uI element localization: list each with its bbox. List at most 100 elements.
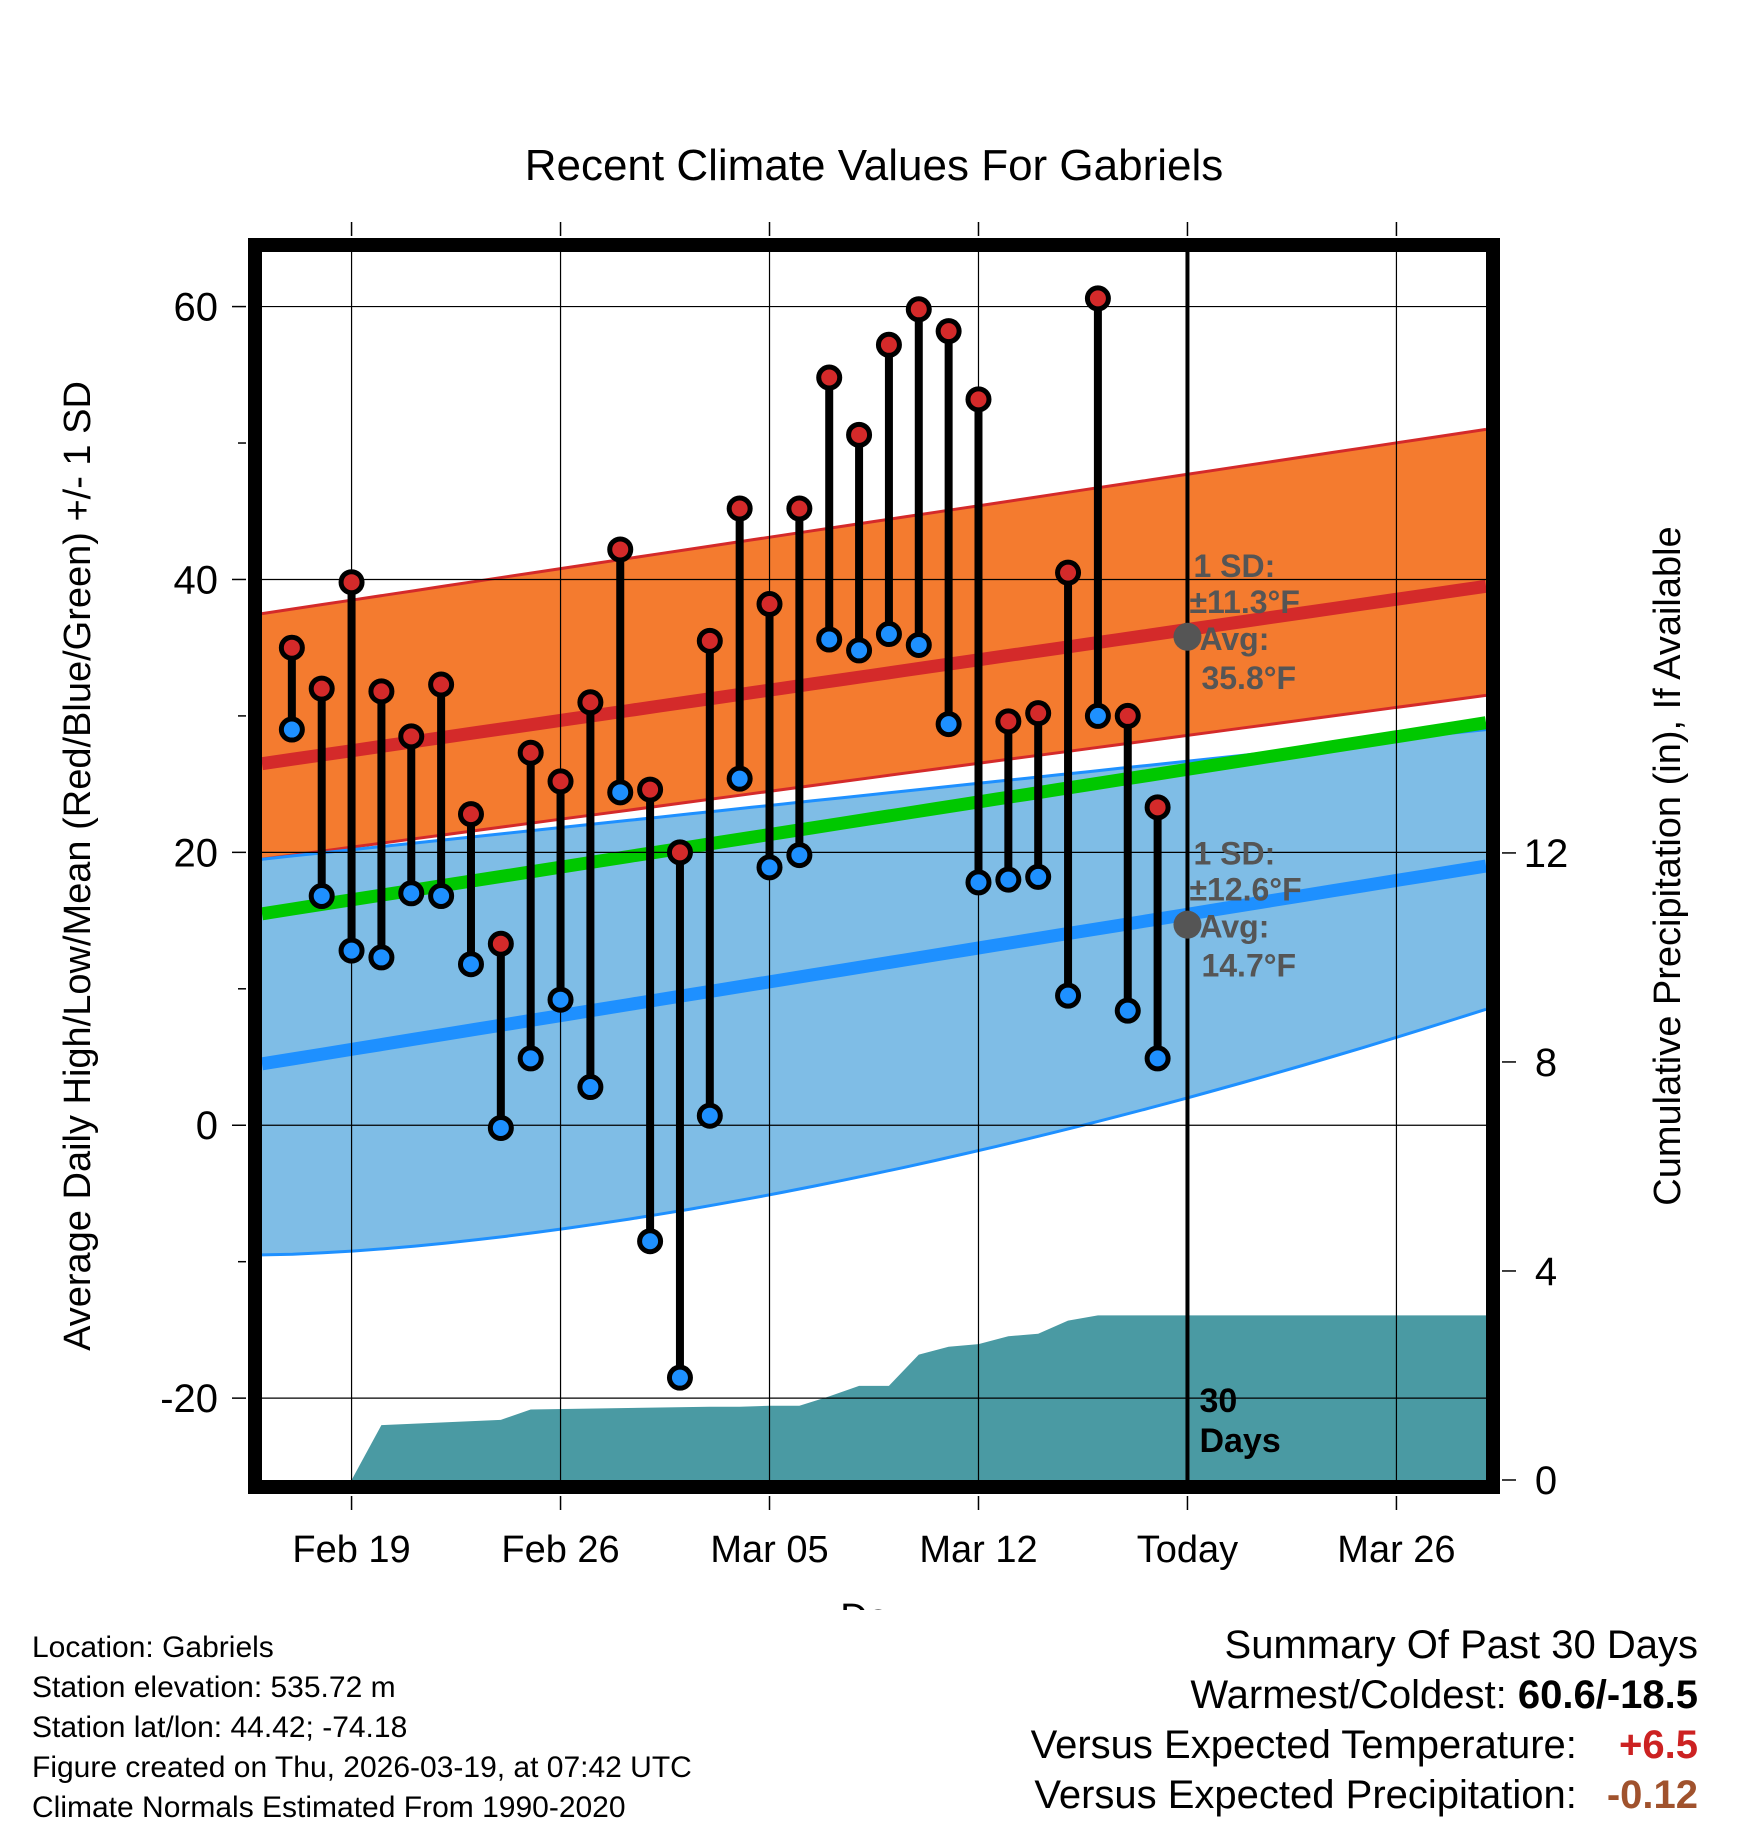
high-point-3 xyxy=(338,569,365,596)
low-point-1 xyxy=(278,716,305,743)
high-point-6 xyxy=(428,671,455,698)
y-tick-label-2: 20 xyxy=(174,831,219,875)
low-sd-lower-line xyxy=(262,1007,1486,1257)
low-point-13 xyxy=(637,1228,664,1255)
daily-range-bars xyxy=(278,285,1171,1391)
high-point-7 xyxy=(457,801,484,828)
y2-tick-label-2: 8 xyxy=(1535,1041,1557,1085)
x-tick-label-0: Feb 19 xyxy=(292,1529,410,1571)
annotation-2-line-2: ±12.6°F xyxy=(1189,872,1301,908)
low-point-19 xyxy=(816,626,843,653)
low-point-30 xyxy=(1144,1045,1171,1072)
annotation-1-line-3: Avg: xyxy=(1199,621,1269,657)
low-point-8 xyxy=(487,1114,514,1141)
high-point-20 xyxy=(846,421,873,448)
y2-tick-label-0: 0 xyxy=(1535,1459,1557,1503)
low-point-24 xyxy=(965,869,992,896)
high-point-15 xyxy=(696,627,723,654)
low-point-23 xyxy=(935,711,962,738)
high-point-8 xyxy=(487,930,514,957)
low-point-21 xyxy=(875,621,902,648)
high-point-12 xyxy=(607,536,634,563)
high-point-21 xyxy=(875,331,902,358)
high-point-4 xyxy=(368,678,395,705)
high-point-27 xyxy=(1055,559,1082,586)
high-point-29 xyxy=(1114,702,1141,729)
warmest-value: 60.6/-18.5 xyxy=(1517,1673,1698,1717)
annotation-1-line-4: 35.8°F xyxy=(1201,660,1296,696)
high-point-5 xyxy=(398,723,425,750)
low-point-15 xyxy=(696,1102,723,1129)
chart-title: Recent Climate Values For Gabriels xyxy=(525,141,1224,190)
y-tick-label-3: 40 xyxy=(174,558,219,602)
summary-warmest-row: Warmest/Coldest: 60.6/-18.5 xyxy=(1031,1670,1698,1720)
high-point-17 xyxy=(756,591,783,618)
mean-normal-line xyxy=(262,716,1486,921)
high-point-10 xyxy=(547,768,574,795)
low-point-12 xyxy=(607,779,634,806)
low-point-4 xyxy=(368,944,395,971)
station-info: Location: Gabriels Station elevation: 53… xyxy=(32,1628,692,1828)
low-point-26 xyxy=(1025,863,1052,890)
x-tick-label-3: Mar 12 xyxy=(919,1529,1037,1571)
low-point-22 xyxy=(905,631,932,658)
y2-tick-label-3: 12 xyxy=(1524,832,1569,876)
y-axis-label: Average Daily High/Low/Mean (Red/Blue/Gr… xyxy=(57,381,99,1351)
x-tick-label-1: Feb 26 xyxy=(501,1529,619,1571)
days-label-unit: Days xyxy=(1199,1422,1280,1460)
created-text: Figure created on Thu, 2026-03-19, at 07… xyxy=(32,1751,692,1784)
y2-tick-label-1: 4 xyxy=(1535,1250,1557,1294)
high-point-9 xyxy=(517,739,544,766)
high-sd-band xyxy=(262,429,1486,860)
high-point-16 xyxy=(726,495,753,522)
axes: -20 0 20 40 60 0 4 8 12 Feb 19 Feb 26 Mar 05 Mar 12 T… xyxy=(160,222,1568,1571)
temp-value: +6.5 xyxy=(1619,1723,1698,1767)
y2-axis-label: Cumulative Precipitation (in), If Availa… xyxy=(1647,526,1689,1205)
low-normal-line xyxy=(262,859,1486,1071)
annotation-marker-1 xyxy=(1173,622,1202,651)
low-point-7 xyxy=(457,951,484,978)
high-point-1 xyxy=(278,634,305,661)
low-point-18 xyxy=(786,842,813,869)
high-point-24 xyxy=(965,386,992,413)
location-text: Location: Gabriels xyxy=(32,1631,274,1664)
high-point-30 xyxy=(1144,794,1171,821)
summary-precip-row: Versus Expected Precipitation: -0.12 xyxy=(1031,1770,1698,1820)
annotation-1-line-2: ±11.3°F xyxy=(1189,584,1299,620)
low-point-11 xyxy=(577,1074,604,1101)
low-point-5 xyxy=(398,880,425,907)
low-point-2 xyxy=(308,883,335,910)
plot-area xyxy=(262,252,1486,1480)
normals-text: Climate Normals Estimated From 1990-2020 xyxy=(32,1791,626,1824)
annotation-2-line-3: Avg: xyxy=(1199,909,1269,945)
elevation-text: Station elevation: 535.72 m xyxy=(32,1671,396,1704)
low-point-28 xyxy=(1084,702,1111,729)
high-normal-line xyxy=(262,579,1486,771)
x-axis-label: Day xyxy=(840,1597,908,1610)
low-point-29 xyxy=(1114,997,1141,1024)
high-point-13 xyxy=(637,776,664,803)
low-point-6 xyxy=(428,883,455,910)
annotation-1-line-1: 1 SD: xyxy=(1193,548,1275,584)
temp-label: Versus Expected Temperature: xyxy=(1030,1723,1577,1767)
days-label-number: 30 xyxy=(1199,1382,1237,1420)
high-point-28 xyxy=(1084,285,1111,312)
low-point-10 xyxy=(547,986,574,1013)
y-tick-label-0: -20 xyxy=(160,1377,218,1421)
high-point-2 xyxy=(308,675,335,702)
low-point-17 xyxy=(756,854,783,881)
plot-frame xyxy=(248,238,1500,1494)
x-tick-label-2: Mar 05 xyxy=(710,1529,828,1571)
low-point-25 xyxy=(995,866,1022,893)
summary-temp-row: Versus Expected Temperature: +6.5 xyxy=(1031,1720,1698,1770)
high-point-19 xyxy=(816,364,843,391)
annotation-marker-2 xyxy=(1173,910,1202,939)
low-point-27 xyxy=(1055,982,1082,1009)
low-point-9 xyxy=(517,1045,544,1072)
summary-panel: Summary Of Past 30 Days Warmest/Coldest:… xyxy=(1031,1620,1698,1820)
high-point-23 xyxy=(935,318,962,345)
precip-value: -0.12 xyxy=(1606,1773,1698,1817)
high-point-22 xyxy=(905,296,932,323)
